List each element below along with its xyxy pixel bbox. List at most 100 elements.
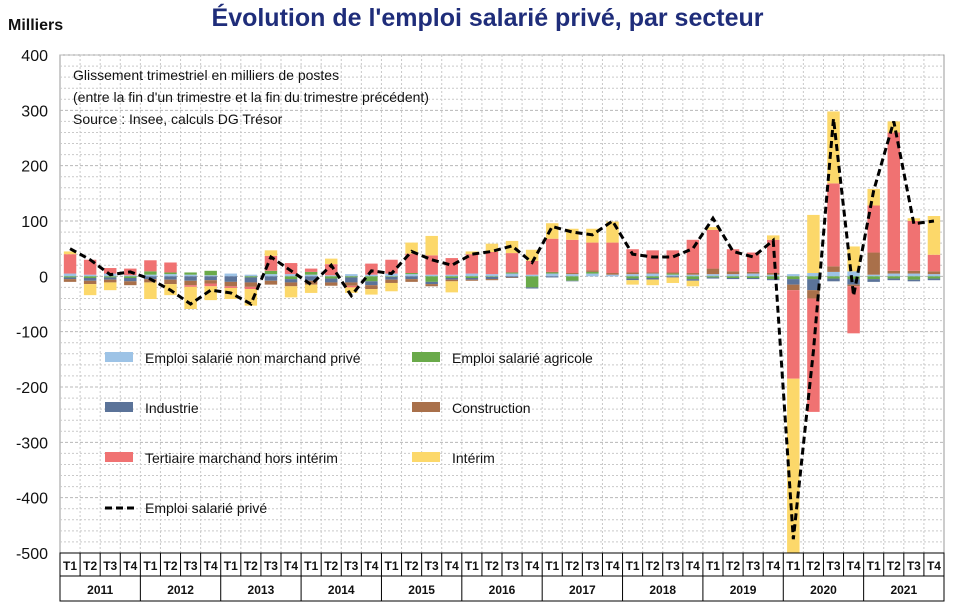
bar-non-marchand xyxy=(124,275,137,277)
bar-construction xyxy=(586,270,599,272)
bar-non-marchand xyxy=(405,274,418,277)
y-tick-label: 300 xyxy=(21,103,48,120)
bar-industrie xyxy=(405,276,418,280)
bar-construction xyxy=(304,280,318,285)
bar-agricole xyxy=(345,276,358,278)
bar-construction xyxy=(385,279,398,283)
bar-tertiaire xyxy=(405,253,418,274)
bar-tertiaire xyxy=(545,238,559,272)
bar-non-marchand xyxy=(706,274,720,277)
bar-construction xyxy=(184,280,197,286)
bar-interim xyxy=(103,282,117,291)
bar-interim xyxy=(365,289,378,295)
bar-interim xyxy=(485,243,499,252)
legend-label: Emploi salarié privé xyxy=(145,500,267,516)
x-tick-label: T1 xyxy=(786,559,800,573)
x-tick-label: T4 xyxy=(204,559,218,573)
bar-agricole xyxy=(686,276,700,280)
bar-agricole xyxy=(867,276,880,280)
bar-tertiaire xyxy=(525,260,539,275)
bar-industrie xyxy=(666,276,680,278)
bar-agricole xyxy=(807,276,820,280)
x-year-label: 2014 xyxy=(328,583,355,597)
bar-tertiaire xyxy=(686,239,700,274)
bar-industrie xyxy=(505,276,519,278)
x-tick-label: T1 xyxy=(63,559,77,573)
bar-construction xyxy=(766,273,780,275)
bar-industrie xyxy=(746,277,760,280)
bar-tertiaire xyxy=(586,242,599,271)
bar-agricole xyxy=(144,271,157,275)
bar-construction xyxy=(505,277,519,278)
bar-agricole xyxy=(525,276,539,288)
y-tick-label: 0 xyxy=(39,269,48,286)
bar-tertiaire xyxy=(606,242,619,274)
bar-interim xyxy=(465,251,479,255)
legend-swatch-non-marchand xyxy=(105,352,133,362)
bar-interim xyxy=(686,280,700,287)
bar-non-marchand xyxy=(867,274,880,277)
x-tick-label: T3 xyxy=(666,559,680,573)
bar-non-marchand xyxy=(144,274,157,277)
y-tick-label: -500 xyxy=(16,546,48,563)
bar-tertiaire xyxy=(385,259,398,274)
x-year-label: 2012 xyxy=(167,583,194,597)
legend-label: Emploi salarié agricole xyxy=(452,350,593,366)
x-tick-label: T3 xyxy=(184,559,198,573)
bar-agricole xyxy=(586,271,599,274)
bar-construction xyxy=(83,280,97,285)
x-tick-label: T1 xyxy=(626,559,640,573)
legend-label: Intérim xyxy=(452,450,495,466)
bar-non-marchand xyxy=(545,273,559,277)
bar-agricole xyxy=(666,273,680,275)
bar-non-marchand xyxy=(164,274,177,277)
y-tick-label: 100 xyxy=(21,214,48,231)
bar-tertiaire xyxy=(646,250,659,273)
bar-industrie xyxy=(445,277,459,280)
y-axis-label: Milliers xyxy=(8,17,63,34)
bar-tertiaire xyxy=(927,254,941,272)
bar-industrie xyxy=(807,279,820,291)
chart-note: Glissement trimestriel en milliers de po… xyxy=(73,67,339,83)
bar-tertiaire xyxy=(867,205,880,253)
y-tick-label: -300 xyxy=(16,435,48,452)
bar-interim xyxy=(345,287,358,293)
x-tick-label: T3 xyxy=(826,559,840,573)
bar-construction xyxy=(63,279,77,282)
x-tick-label: T3 xyxy=(746,559,760,573)
bar-interim xyxy=(264,250,278,256)
bar-interim xyxy=(284,286,298,298)
x-tick-label: T4 xyxy=(847,559,861,573)
bar-industrie xyxy=(365,281,378,286)
bar-agricole xyxy=(445,276,459,278)
bar-non-marchand xyxy=(666,274,680,277)
x-tick-label: T3 xyxy=(425,559,439,573)
x-tick-label: T3 xyxy=(907,559,921,573)
bar-industrie xyxy=(63,277,77,280)
chart-note: Source : Insee, calculs DG Trésor xyxy=(73,111,283,127)
bar-agricole xyxy=(847,276,860,280)
bar-industrie xyxy=(545,276,559,278)
bar-industrie xyxy=(124,277,137,282)
bar-industrie xyxy=(465,277,479,280)
bar-industrie xyxy=(686,279,700,281)
bar-construction xyxy=(646,272,659,274)
x-tick-label: T2 xyxy=(565,559,579,573)
x-year-label: 2019 xyxy=(730,583,757,597)
bar-non-marchand xyxy=(204,275,217,277)
bar-tertiaire xyxy=(726,249,740,272)
bar-tertiaire xyxy=(505,253,519,273)
bar-agricole xyxy=(164,272,177,275)
x-tick-label: T3 xyxy=(344,559,358,573)
legend-swatch-industrie xyxy=(105,402,133,412)
bar-construction xyxy=(867,252,880,275)
bar-agricole xyxy=(465,276,479,278)
bar-agricole xyxy=(927,276,941,279)
bar-tertiaire xyxy=(224,286,238,288)
bar-industrie xyxy=(345,277,358,283)
bar-interim xyxy=(626,280,639,285)
bar-construction xyxy=(103,279,117,283)
bar-industrie xyxy=(385,276,398,280)
y-tick-label: -200 xyxy=(16,380,48,397)
